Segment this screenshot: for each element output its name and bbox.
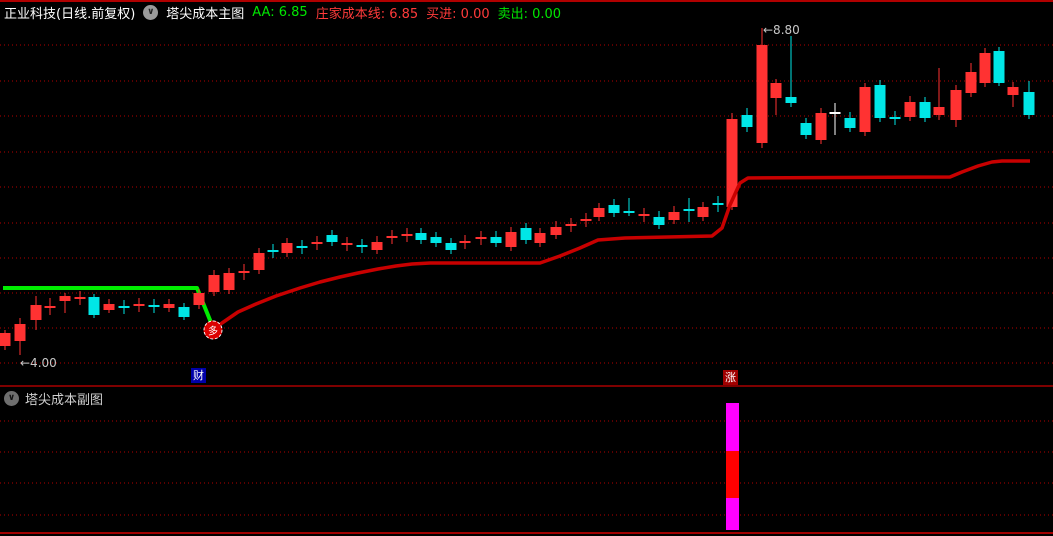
candle-body	[534, 233, 546, 243]
candle-body	[919, 102, 931, 118]
candle-body	[445, 243, 457, 250]
candle-body	[668, 212, 680, 220]
candle-body	[103, 304, 115, 310]
bottom-border	[0, 532, 1053, 534]
candle-body	[979, 53, 991, 83]
candle-body	[859, 87, 871, 132]
candle-body	[520, 228, 532, 240]
stock-title: 正业科技(日线.前复权)	[4, 6, 136, 22]
candle-body	[950, 90, 962, 120]
sub-chart-title: 塔尖成本副图	[25, 392, 104, 408]
candle-body	[653, 217, 665, 225]
cai-badge: 财	[191, 368, 206, 383]
candle-body	[874, 85, 886, 118]
candle-body	[933, 107, 945, 115]
candle-body	[193, 293, 205, 305]
candle-body	[623, 211, 635, 213]
candle-body	[741, 115, 753, 127]
candle-body	[223, 273, 235, 290]
candle-body	[178, 307, 190, 317]
candle-body	[0, 333, 11, 346]
candle-body	[163, 304, 175, 308]
candle-body	[253, 253, 265, 270]
candle-body	[59, 296, 71, 301]
candle-body	[593, 208, 605, 217]
candle-body	[800, 123, 812, 135]
indicator-value-aa: AA: 6.85	[252, 4, 308, 20]
candle-body	[88, 297, 100, 315]
candle-body	[430, 237, 442, 243]
candle-body	[993, 51, 1005, 83]
indicator-title: 塔尖成本主图	[166, 6, 245, 22]
support-line	[3, 286, 214, 326]
top-border	[0, 0, 1053, 2]
candle-body	[14, 324, 26, 341]
buy-signal-marker: 多	[203, 320, 223, 340]
candle-body	[815, 113, 827, 140]
candle-body	[281, 243, 293, 253]
zhang-badge: 涨	[723, 370, 738, 385]
candle-body	[415, 233, 427, 240]
candle-body	[785, 97, 797, 103]
candle-body	[505, 232, 517, 247]
candle-body	[726, 119, 738, 207]
cost-line	[212, 159, 1030, 331]
buy-signal-label: 多	[208, 326, 218, 338]
candle-body	[844, 118, 856, 128]
candle-body	[608, 205, 620, 213]
chevron-down-icon[interactable]: ∨	[4, 390, 19, 406]
sub-chart-header: ∨ 塔尖成本副图	[4, 389, 104, 408]
candle-body	[1007, 87, 1019, 95]
high-price-annotation: ←8.80	[763, 23, 800, 37]
candle-body	[697, 207, 709, 217]
signal-bar-segment	[726, 451, 739, 498]
low-price-annotation: ←4.00	[20, 356, 57, 370]
candle-body	[770, 83, 782, 98]
candle-body	[1023, 92, 1035, 115]
candle-body	[490, 237, 502, 243]
candle-body	[326, 235, 338, 242]
candle-body	[550, 227, 562, 235]
candle-body	[30, 305, 42, 320]
candle-body	[208, 275, 220, 292]
candle-body	[371, 242, 383, 250]
panel-separator	[0, 385, 1053, 387]
signal-bar-segment	[726, 498, 739, 530]
candle-body	[904, 102, 916, 117]
indicator-value-sell: 卖出: 0.00	[497, 6, 562, 22]
chevron-down-icon[interactable]: ∨	[143, 4, 159, 20]
candle-body	[965, 72, 977, 93]
signal-bar-segment	[726, 403, 739, 451]
candle-body	[756, 45, 768, 143]
indicator-value-buy: 买进: 0.00	[426, 6, 490, 22]
indicator-value-banker-cost: 庄家成本线: 6.85	[315, 6, 419, 22]
main-chart-header: 正业科技(日线.前复权) ∨ 塔尖成本主图 AA: 6.85 庄家成本线: 6.…	[4, 3, 562, 22]
